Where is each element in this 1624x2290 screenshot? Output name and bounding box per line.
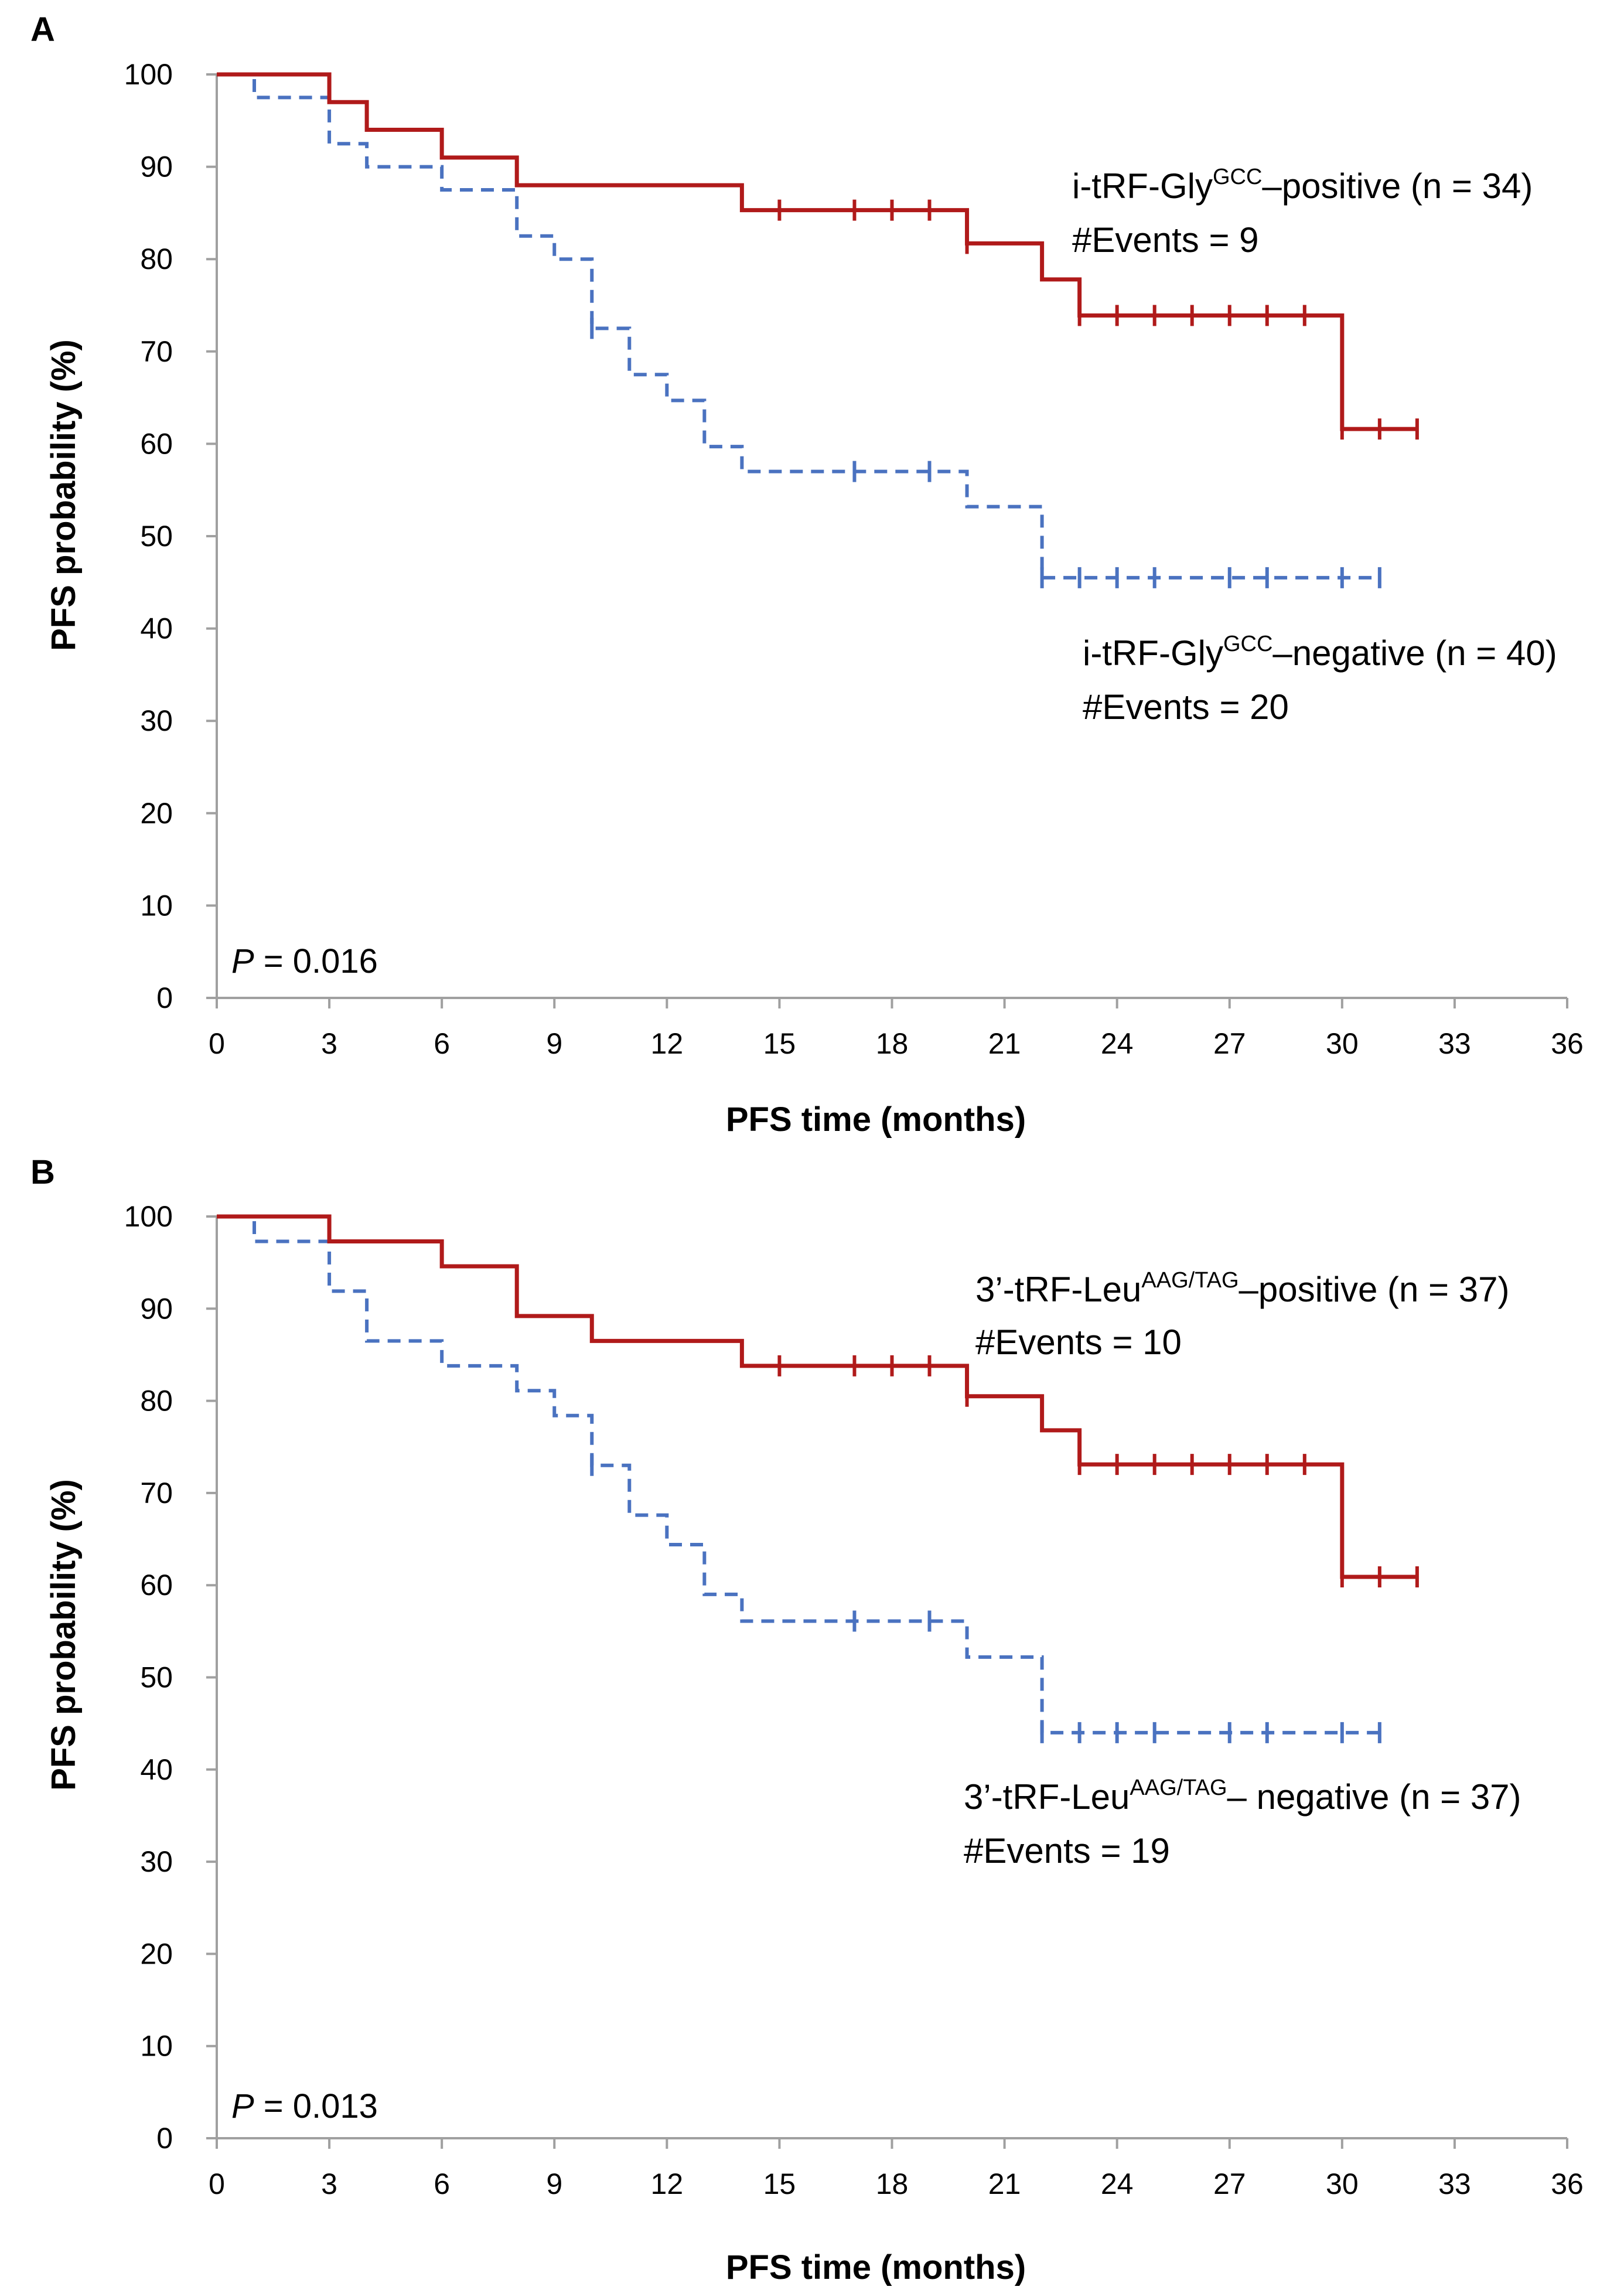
- y-tick-label: 30: [140, 704, 173, 737]
- y-tick-label: 50: [140, 1661, 173, 1694]
- p-value-label: P = 0.013: [231, 2087, 378, 2125]
- x-tick-label: 33: [1438, 2168, 1471, 2200]
- y-tick-label: 90: [140, 151, 173, 183]
- y-axis-title: PFS probability (%): [45, 339, 83, 651]
- negative-legend-label: i-tRF-GlyGCC–negative (n = 40): [1083, 632, 1557, 673]
- y-tick-label: 80: [140, 1385, 173, 1417]
- y-tick-label: 70: [140, 1477, 173, 1509]
- negative-survival-curve: [217, 1215, 1380, 1734]
- label-suffix: –positive (n = 34): [1262, 166, 1533, 206]
- x-tick-label: 0: [209, 2168, 225, 2200]
- panel-letter: A: [30, 11, 55, 49]
- x-tick-label: 21: [988, 2168, 1021, 2200]
- label-superscript: GCC: [1213, 165, 1262, 189]
- x-tick-label: 36: [1551, 2168, 1584, 2200]
- y-tick-label: 10: [140, 889, 173, 922]
- x-tick-label: 15: [763, 1027, 796, 1060]
- x-tick-label: 27: [1213, 2168, 1246, 2200]
- x-tick-label: 15: [763, 2168, 796, 2200]
- x-tick-label: 36: [1551, 1027, 1584, 1060]
- x-tick-label: 0: [209, 1027, 225, 1060]
- x-tick-label: 6: [434, 1027, 450, 1060]
- y-tick-label: 40: [140, 1753, 173, 1786]
- negative-survival-curve: [217, 73, 1380, 580]
- y-tick-label: 100: [124, 1200, 173, 1233]
- p-value-label: P = 0.016: [231, 942, 378, 980]
- y-tick-label: 0: [156, 982, 173, 1014]
- y-tick-label: 90: [140, 1292, 173, 1325]
- label-prefix: i-tRF-Gly: [1083, 633, 1223, 673]
- x-tick-label: 3: [321, 2168, 337, 2200]
- p-symbol: P: [231, 942, 254, 980]
- panel-letter: B: [30, 1153, 55, 1191]
- negative-events-label: #Events = 20: [1083, 687, 1289, 727]
- y-axis-title: PFS probability (%): [45, 1479, 83, 1791]
- label-superscript: AAG/TAG: [1141, 1268, 1239, 1293]
- positive-events-label: #Events = 10: [975, 1323, 1182, 1362]
- y-tick-label: 40: [140, 612, 173, 645]
- positive-legend-label: i-tRF-GlyGCC–positive (n = 34): [1072, 165, 1533, 206]
- p-value: = 0.013: [254, 2087, 378, 2125]
- positive-events-label: #Events = 9: [1072, 220, 1259, 260]
- x-tick-label: 9: [546, 1027, 562, 1060]
- label-suffix: – negative (n = 37): [1227, 1777, 1521, 1817]
- y-tick-label: 20: [140, 1937, 173, 1970]
- x-tick-label: 21: [988, 1027, 1021, 1060]
- x-tick-label: 12: [651, 1027, 684, 1060]
- negative-events-label: #Events = 19: [964, 1831, 1170, 1870]
- y-tick-label: 0: [156, 2122, 173, 2155]
- y-tick-label: 70: [140, 335, 173, 368]
- p-value: = 0.016: [254, 942, 378, 980]
- label-superscript: AAG/TAG: [1130, 1776, 1227, 1800]
- y-tick-label: 10: [140, 2030, 173, 2063]
- label-prefix: 3’-tRF-Leu: [964, 1777, 1130, 1817]
- y-tick-label: 50: [140, 520, 173, 553]
- x-tick-label: 30: [1326, 1027, 1359, 1060]
- x-axis-title: PFS time (months): [726, 1100, 1026, 1139]
- p-symbol: P: [231, 2087, 254, 2125]
- y-tick-label: 20: [140, 797, 173, 830]
- label-suffix: –positive (n = 37): [1239, 1270, 1510, 1309]
- y-tick-label: 60: [140, 1569, 173, 1601]
- x-tick-label: 6: [434, 2168, 450, 2200]
- y-tick-label: 100: [124, 58, 173, 91]
- x-tick-label: 12: [651, 2168, 684, 2200]
- x-tick-label: 24: [1101, 1027, 1134, 1060]
- y-tick-label: 80: [140, 243, 173, 275]
- label-prefix: 3’-tRF-Leu: [975, 1270, 1141, 1309]
- y-tick-label: 60: [140, 427, 173, 460]
- x-tick-label: 30: [1326, 2168, 1359, 2200]
- x-tick-label: 27: [1213, 1027, 1246, 1060]
- x-axis-title: PFS time (months): [726, 2248, 1026, 2286]
- x-tick-label: 3: [321, 1027, 337, 1060]
- x-tick-label: 24: [1101, 2168, 1134, 2200]
- km-chart-panel-b: B 0 10 20 30 40 50 60 70 80 90 100 0 3 6 9 12 15 18 21 24 2…: [0, 1145, 1624, 2290]
- label-suffix: –negative (n = 40): [1272, 633, 1557, 673]
- label-prefix: i-tRF-Gly: [1072, 166, 1213, 206]
- negative-legend-label: 3’-tRF-LeuAAG/TAG– negative (n = 37): [964, 1776, 1521, 1817]
- label-superscript: GCC: [1223, 632, 1272, 656]
- x-tick-label: 9: [546, 2168, 562, 2200]
- x-tick-label: 18: [876, 2168, 909, 2200]
- km-chart-panel-a: A 0 10 20 30 40 50 60 70 80 90 100 0 3 6 9 12 15 18 21 24 2…: [30, 11, 1584, 1139]
- y-tick-label: 30: [140, 1845, 173, 1878]
- positive-legend-label: 3’-tRF-LeuAAG/TAG–positive (n = 37): [975, 1268, 1509, 1309]
- x-tick-label: 33: [1438, 1027, 1471, 1060]
- x-tick-label: 18: [876, 1027, 909, 1060]
